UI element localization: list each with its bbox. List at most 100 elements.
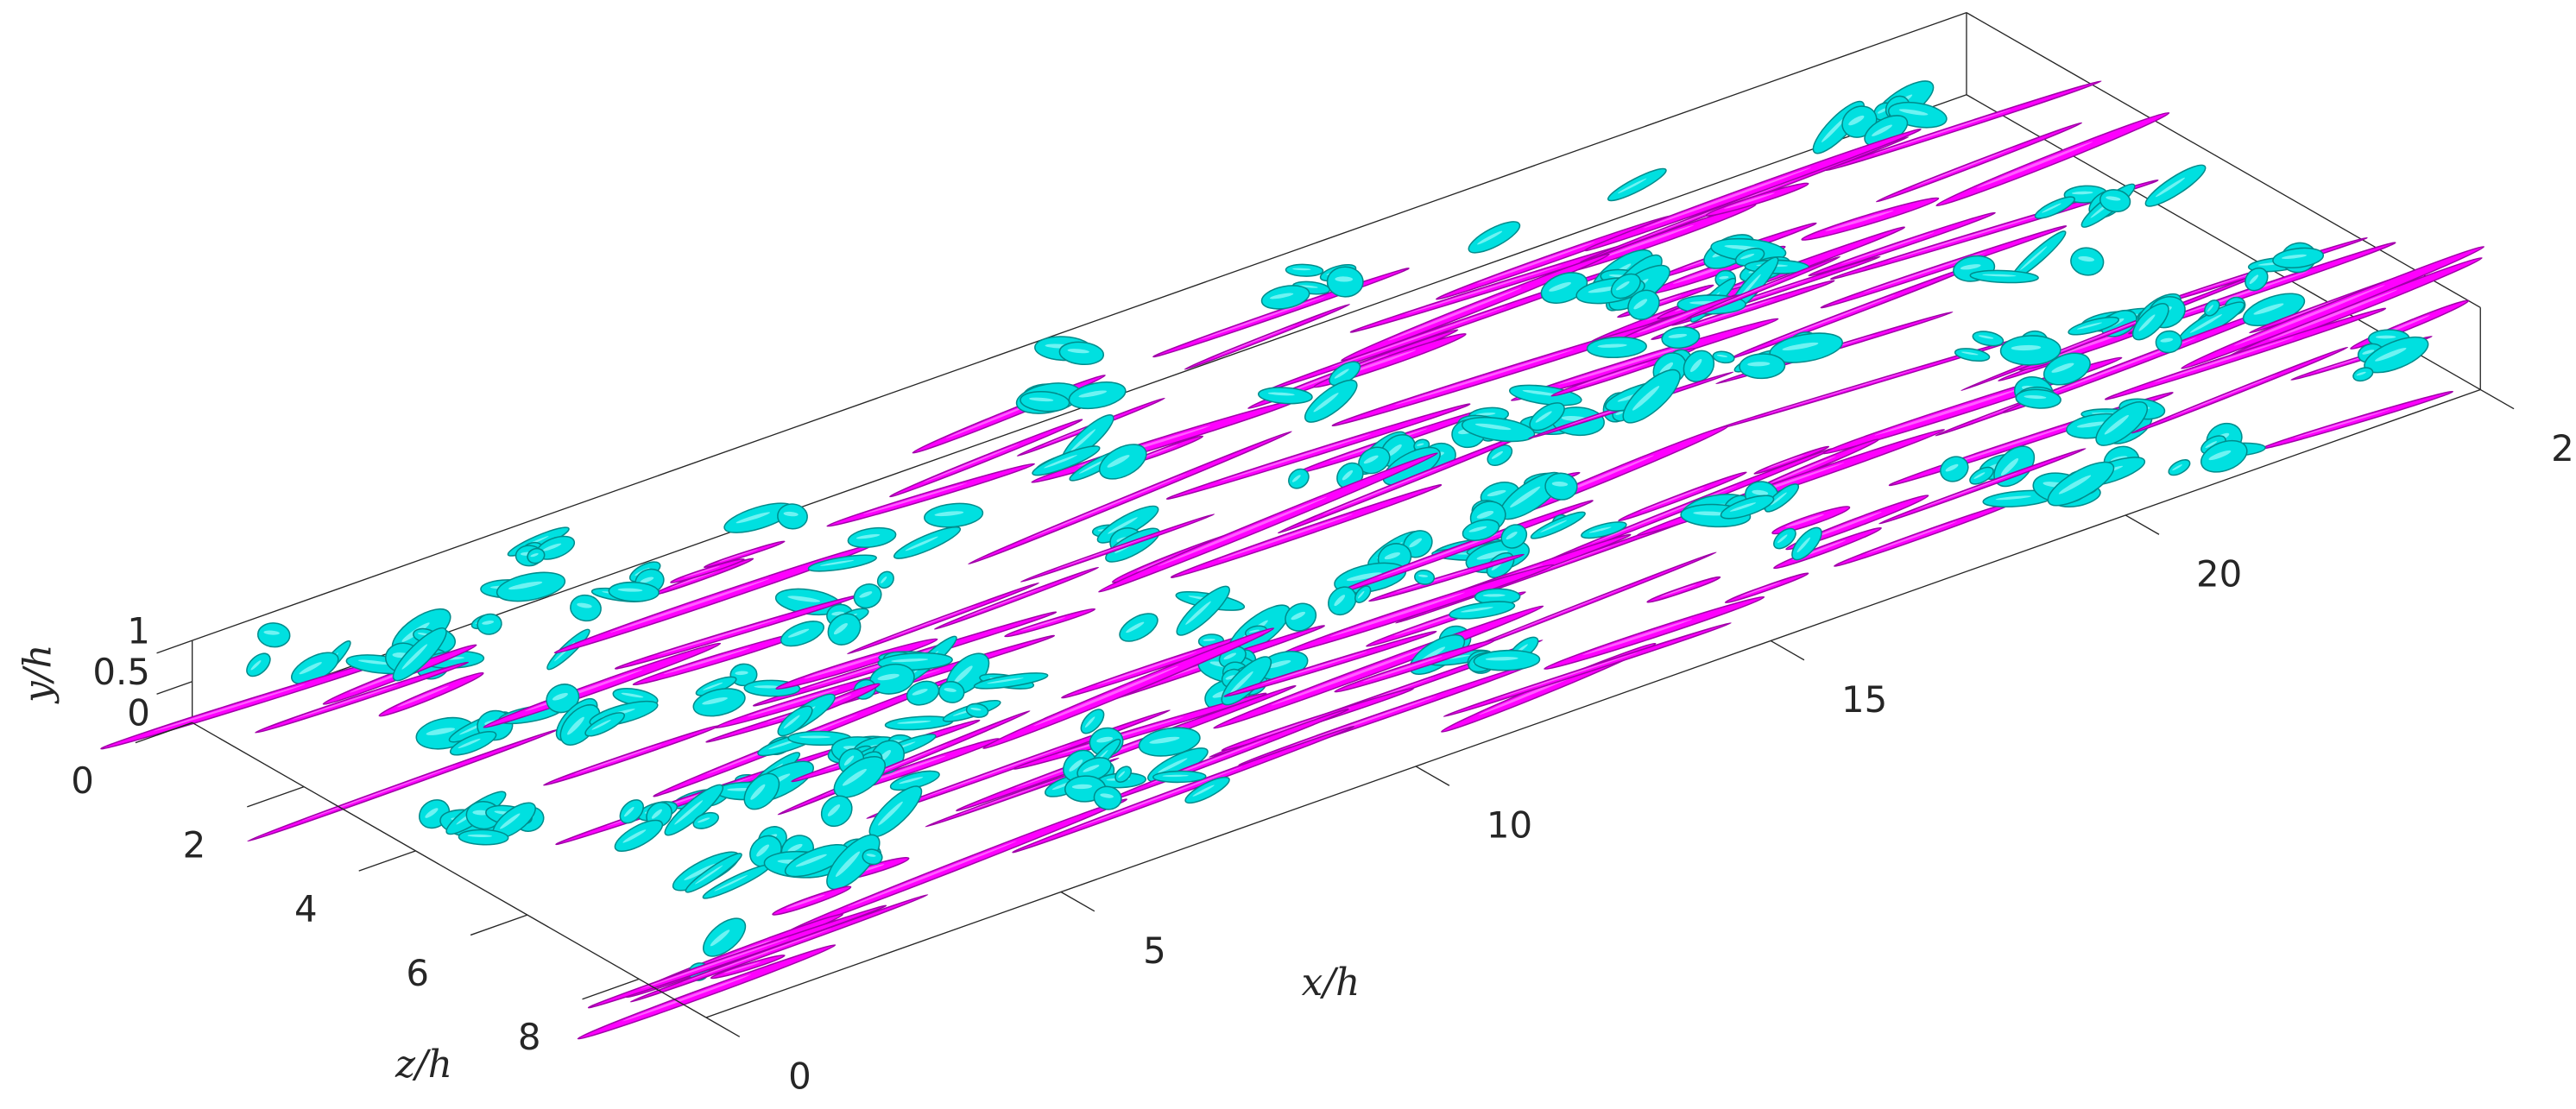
x-axis-label: x/h — [1302, 961, 1361, 1005]
surface — [1462, 519, 1500, 541]
vortex-blob — [1982, 489, 2055, 507]
highlight — [609, 578, 770, 633]
vortex-blob — [1999, 335, 2061, 366]
streak — [2131, 346, 2349, 434]
highlight — [859, 591, 873, 598]
surface — [1820, 225, 2068, 309]
highlight — [651, 809, 662, 819]
vortex-blob — [614, 819, 664, 853]
surface — [826, 834, 881, 891]
highlight — [301, 765, 458, 822]
y-axis-label: y/h — [16, 644, 60, 704]
highlight — [1615, 411, 1624, 415]
streak — [1061, 630, 1263, 699]
highlight — [1396, 569, 1474, 593]
x-tick-label: 20 — [2196, 552, 2242, 595]
highlight — [683, 565, 721, 578]
vortex-blob — [2131, 303, 2169, 341]
highlight — [657, 618, 780, 655]
highlight — [795, 854, 827, 867]
vortex-blob — [1176, 585, 1230, 636]
surface — [1712, 350, 1735, 364]
surface — [2245, 267, 2269, 292]
highlight — [1292, 268, 1311, 271]
highlight — [881, 605, 977, 641]
highlight — [1866, 521, 1958, 554]
highlight — [1299, 285, 1318, 288]
vortex-blob — [876, 570, 894, 589]
highlight — [2375, 335, 2396, 339]
streak — [614, 594, 860, 670]
surface — [777, 503, 808, 530]
highlight — [833, 622, 848, 635]
surface — [1176, 585, 1230, 636]
vortex-blob — [685, 853, 742, 893]
highlight — [1054, 535, 1152, 570]
highlight — [1506, 531, 1518, 540]
highlight — [714, 875, 748, 892]
highlight — [842, 768, 867, 786]
vortex-blob — [608, 581, 660, 602]
y-tick — [156, 640, 193, 654]
surface — [893, 526, 962, 559]
highlight — [1640, 487, 1705, 512]
highlight — [1872, 124, 1892, 136]
highlight — [987, 677, 1024, 684]
streak — [577, 944, 837, 1040]
highlight — [1192, 784, 1215, 797]
streak — [703, 540, 786, 569]
vortex-blob — [703, 917, 747, 957]
surface — [1098, 444, 1147, 480]
highlight — [2233, 285, 2385, 346]
highlight — [1107, 455, 1130, 468]
vortex-blob — [1661, 326, 1701, 350]
highlight — [1260, 652, 1367, 684]
surface — [1257, 387, 1313, 405]
streak — [2260, 390, 2454, 450]
highlight — [640, 937, 790, 989]
highlight — [1157, 496, 1327, 567]
highlight — [1713, 276, 1790, 308]
surface — [685, 853, 742, 893]
highlight — [697, 817, 710, 823]
highlight — [1290, 696, 1436, 747]
highlight — [1911, 148, 2015, 188]
surface — [965, 703, 989, 718]
highlight — [617, 588, 643, 592]
highlight — [2375, 347, 2407, 362]
highlight — [1496, 585, 1630, 639]
highlight — [1266, 660, 1291, 669]
highlight — [1637, 309, 1700, 334]
surface — [2204, 299, 2220, 317]
z-tick — [358, 850, 416, 872]
highlight — [591, 719, 611, 730]
highlight — [1474, 423, 1512, 431]
highlight — [1938, 421, 2080, 469]
box-edge — [705, 388, 2481, 1018]
y-tick-label: 0.5 — [92, 651, 150, 693]
vortex-blob — [1969, 466, 1994, 485]
vortex-blob — [1544, 472, 1578, 501]
streak — [1878, 447, 2087, 525]
highlight — [2160, 337, 2174, 343]
highlight — [2011, 344, 2042, 351]
streak — [1584, 128, 1922, 252]
vortex-blob — [827, 613, 862, 646]
highlight — [1271, 644, 1436, 706]
surface — [1878, 447, 2087, 525]
surface — [2068, 316, 2120, 336]
highlight — [1223, 652, 1237, 660]
highlight — [1476, 550, 1508, 560]
vortex-blob — [1285, 602, 1317, 632]
surface — [1326, 266, 1364, 298]
vortex-blob — [619, 799, 644, 824]
highlight — [1357, 590, 1365, 599]
surface — [1739, 353, 1786, 380]
highlight — [2051, 362, 2074, 373]
highlight — [1329, 592, 1466, 638]
surface — [2155, 330, 2182, 354]
box-edge — [192, 11, 1967, 641]
highlight — [2138, 314, 2156, 331]
surface — [703, 917, 747, 957]
highlight — [1363, 455, 1379, 464]
